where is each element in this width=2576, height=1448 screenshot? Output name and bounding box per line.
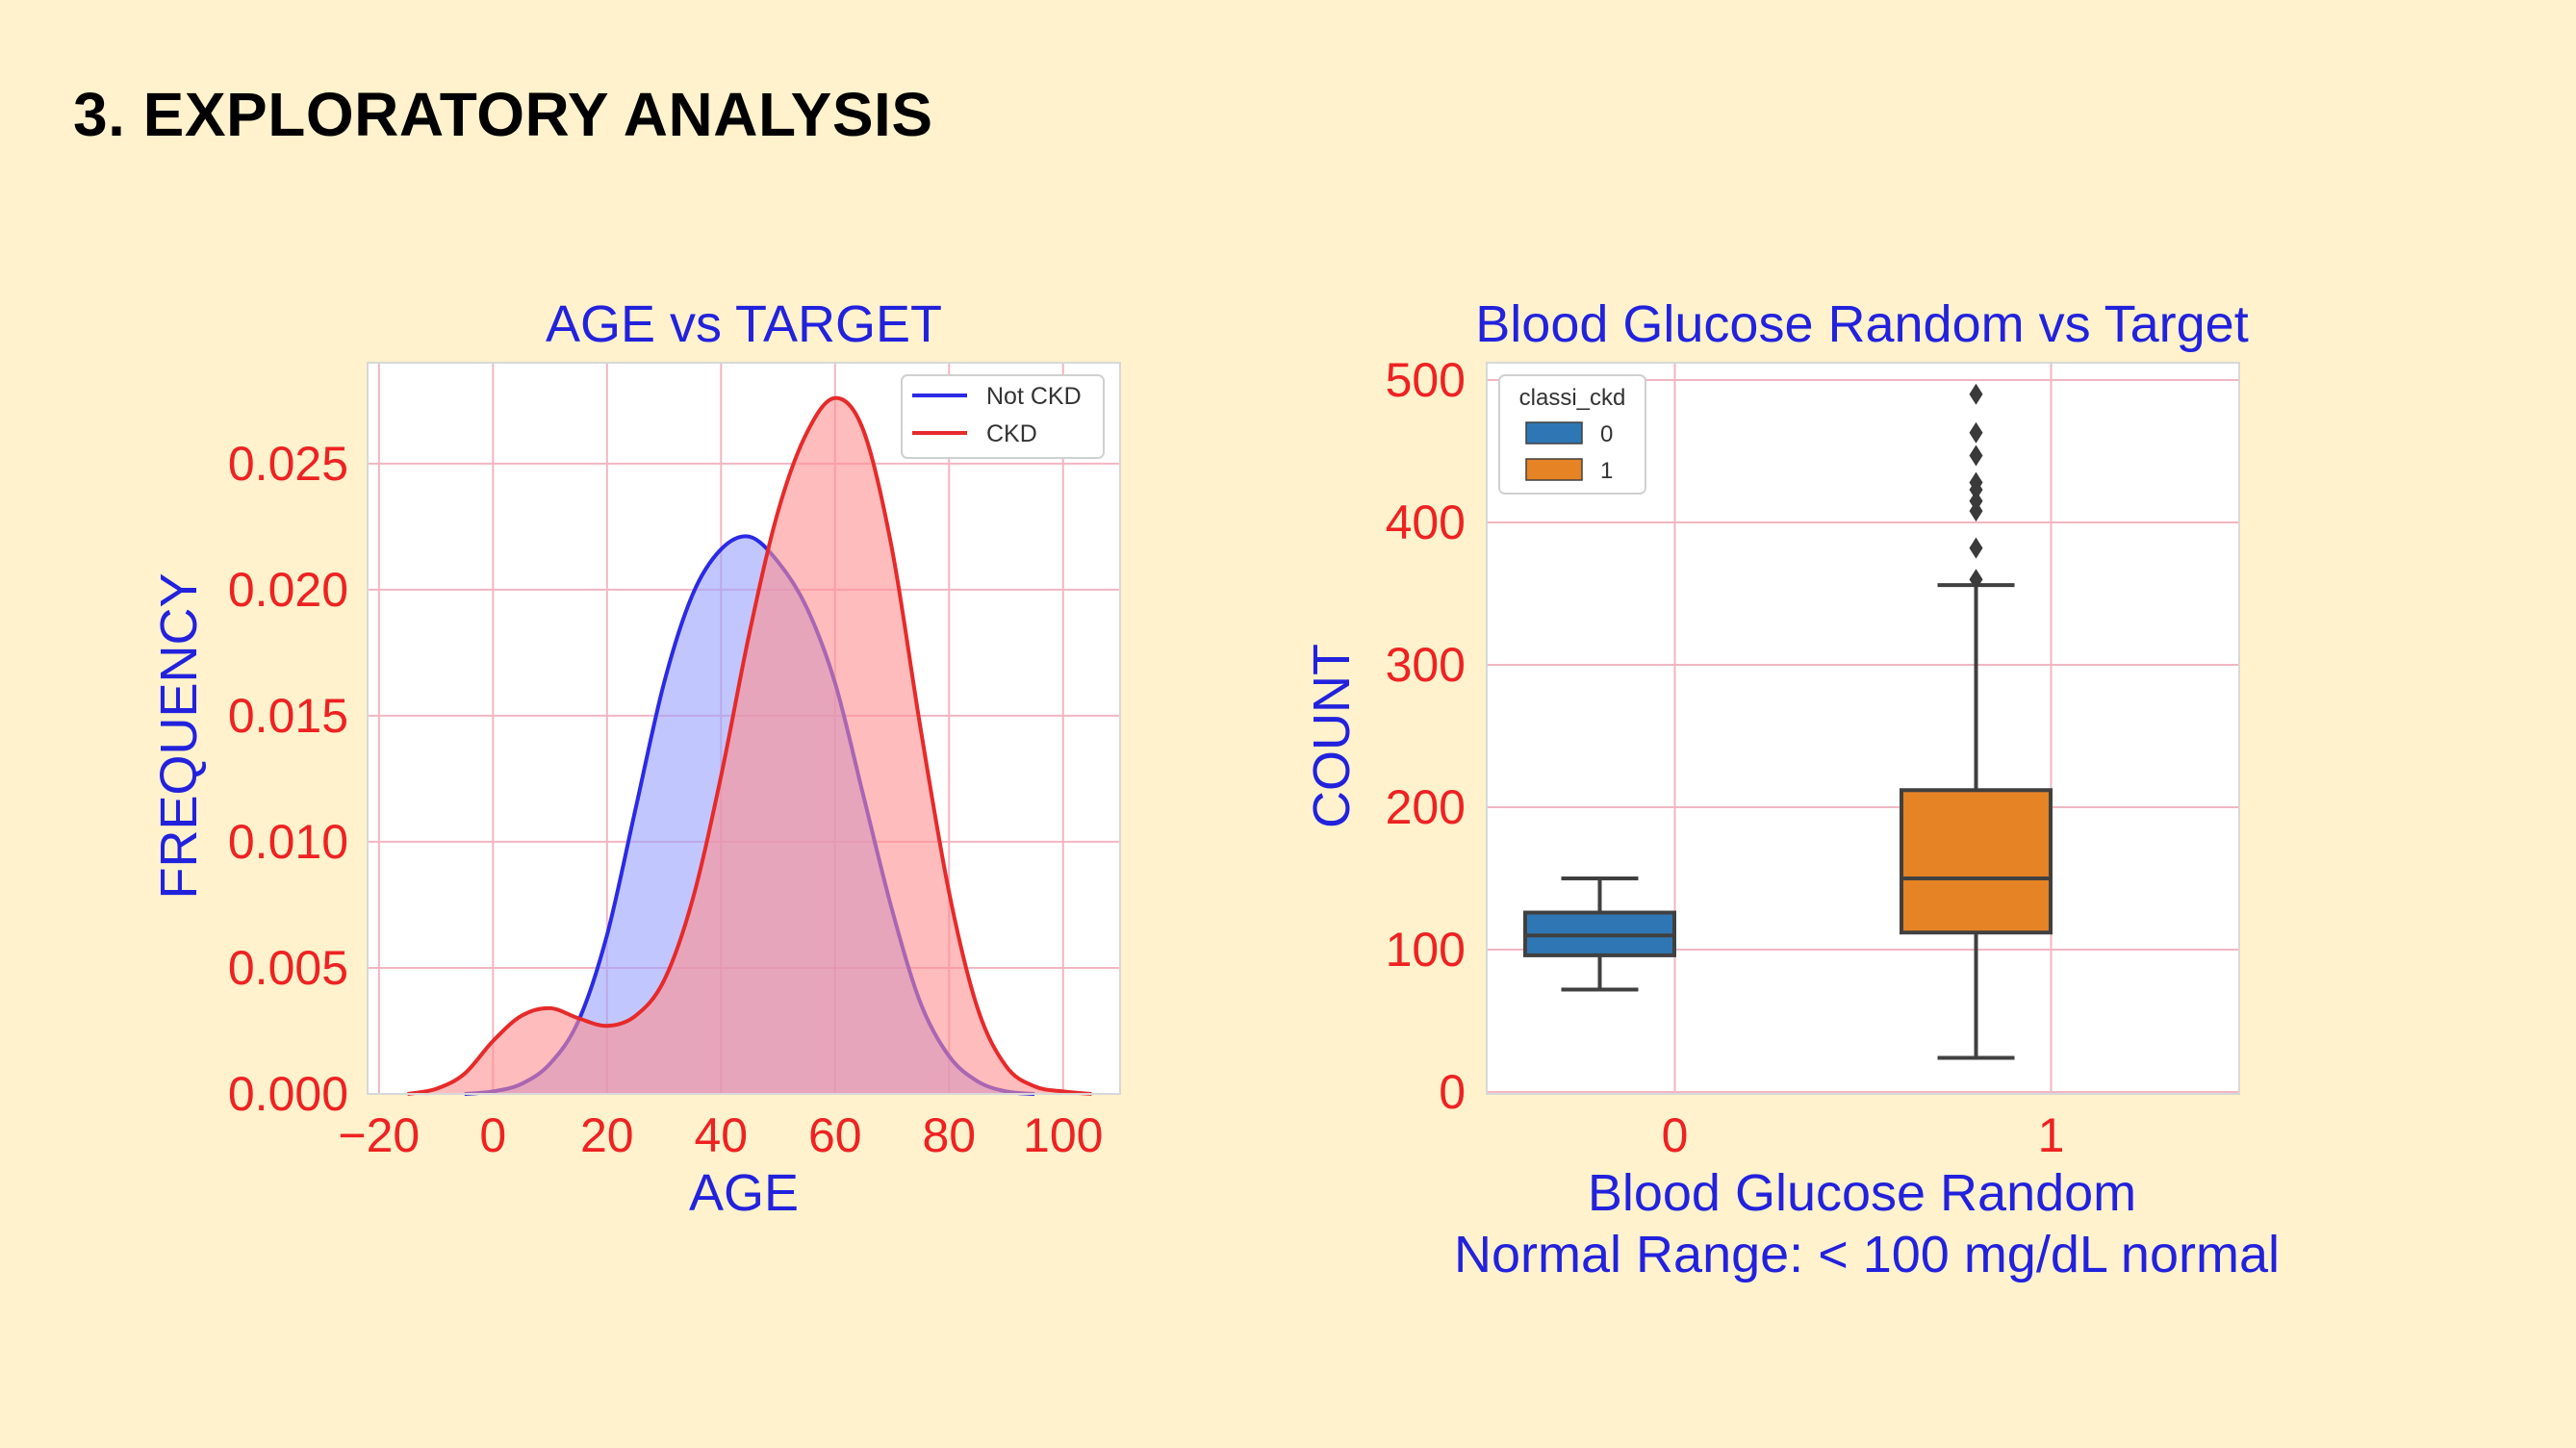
- kde-y-tick-label: 0.010: [228, 815, 348, 869]
- kde-y-axis-label: FREQUENCY: [150, 572, 208, 899]
- legend-swatch-1: [1525, 458, 1583, 481]
- legend-swatch-0: [1525, 421, 1583, 445]
- box-outlier: [1969, 569, 1983, 591]
- kde-y-tick-label: 0.000: [228, 1067, 348, 1121]
- box-x-tick-label: 1: [2038, 1108, 2065, 1162]
- kde-x-tick-label: 100: [1023, 1108, 1103, 1162]
- box-outlier: [1969, 383, 1983, 405]
- kde-x-tick-label: 0: [479, 1108, 506, 1162]
- box-y-axis-label: COUNT: [1303, 644, 1361, 828]
- box-x-axis-sublabel: Normal Range: < 100 mg/dL normal: [1454, 1226, 2280, 1283]
- box-x-tick-label: 0: [1662, 1108, 1689, 1162]
- kde-y-tick-label: 0.020: [228, 563, 348, 617]
- kde-x-tick-label: 80: [922, 1108, 976, 1162]
- slide-title: 3. EXPLORATORY ANALYSIS: [73, 80, 933, 149]
- legend-label-0: 0: [1600, 421, 1613, 447]
- box-group-1: [1900, 383, 2053, 1060]
- box-legend-title: classi_ckd: [1519, 385, 1626, 411]
- kde-x-tick-label: 20: [580, 1108, 634, 1162]
- box-y-tick-label: 300: [1386, 638, 1466, 692]
- box-y-ticks: 0 100 200 300 400 500: [1386, 353, 1466, 1119]
- box-chart-title: Blood Glucose Random vs Target: [1475, 295, 2248, 353]
- kde-y-tick-label: 0.015: [228, 689, 348, 743]
- kde-y-ticks: 0.000 0.005 0.010 0.015 0.020 0.025: [228, 437, 348, 1121]
- legend-label-1: 1: [1600, 458, 1613, 484]
- box-outlier: [1969, 445, 1983, 467]
- kde-plot-border: [367, 362, 1121, 1095]
- kde-chart-title: AGE vs TARGET: [546, 295, 942, 353]
- kde-x-tick-label: 60: [808, 1108, 862, 1162]
- box-y-tick-label: 500: [1386, 353, 1466, 407]
- kde-area-ckd: [407, 397, 1092, 1094]
- box-y-tick-label: 0: [1439, 1065, 1466, 1119]
- legend-label-ckd: CKD: [986, 420, 1037, 447]
- kde-legend: Not CKD CKD: [901, 374, 1105, 459]
- kde-y-tick-label: 0.025: [228, 437, 348, 491]
- box-outlier: [1969, 421, 1983, 444]
- box-y-tick-label: 200: [1386, 780, 1466, 834]
- box-outlier: [1969, 490, 1983, 512]
- legend-label-not-ckd: Not CKD: [986, 383, 1082, 410]
- box-y-tick-label: 100: [1386, 923, 1466, 977]
- box-group-0: [1523, 876, 1676, 992]
- kde-x-ticks: −20 0 20 40 60 80 100: [338, 1108, 1103, 1162]
- kde-x-axis-label: AGE: [689, 1164, 799, 1222]
- kde-x-tick-label: −20: [338, 1108, 420, 1162]
- box-legend: classi_ckd 0 1: [1498, 374, 1646, 495]
- kde-line-ckd: [407, 395, 1092, 1096]
- box-marks: [1523, 383, 2053, 1060]
- box-outlier: [1969, 537, 1983, 559]
- box-y-tick-label: 400: [1386, 495, 1466, 549]
- box-outlier: [1969, 471, 1983, 494]
- age-kde-chart: −20 0 20 40 60 80 100 0.000 0.005 0.010 0.015 0.02…: [150, 295, 1121, 1222]
- kde-y-tick-label: 0.005: [228, 941, 348, 995]
- box-iqr: [1900, 788, 2053, 935]
- box-plot-border: [1486, 362, 2240, 1095]
- kde-x-tick-label: 40: [694, 1108, 748, 1162]
- kde-areas: [407, 395, 1092, 1096]
- box-x-axis-label: Blood Glucose Random: [1588, 1164, 2136, 1222]
